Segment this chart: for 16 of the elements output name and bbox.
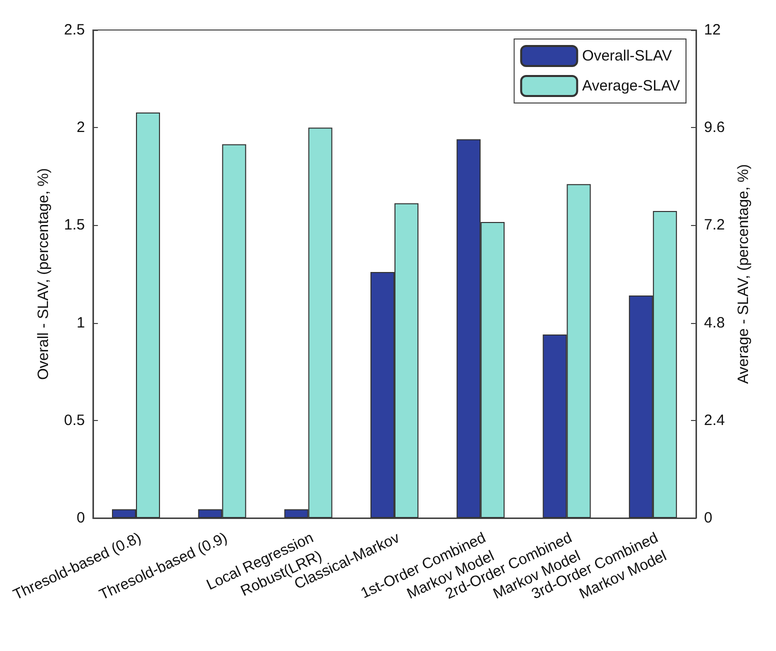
legend-label: Overall-SLAV	[582, 48, 672, 64]
y-tick-label: 1	[76, 314, 85, 332]
y-tick-label: 1.5	[64, 216, 85, 234]
y2-tick-label: 7.2	[704, 216, 725, 234]
y2-tick-label: 0	[704, 510, 712, 526]
y-axis-title: Overall - SLAV, (percentage, %)	[34, 168, 52, 380]
y-tick-label: 0	[76, 510, 85, 526]
y2-tick-label: 2.4	[704, 412, 725, 429]
legend-label: Average-SLAV	[582, 78, 680, 94]
y-tick-label: 2	[76, 119, 85, 136]
y2-tick-label: 4.8	[704, 314, 725, 332]
y2-tick-label: 9.6	[704, 119, 725, 136]
y2-axis-title: Average - SLAV, (percentage, %)	[734, 164, 752, 384]
y-tick-label: 2.5	[64, 22, 85, 38]
y-tick-label: 0.5	[64, 412, 85, 429]
y2-tick-label: 12	[704, 22, 721, 38]
